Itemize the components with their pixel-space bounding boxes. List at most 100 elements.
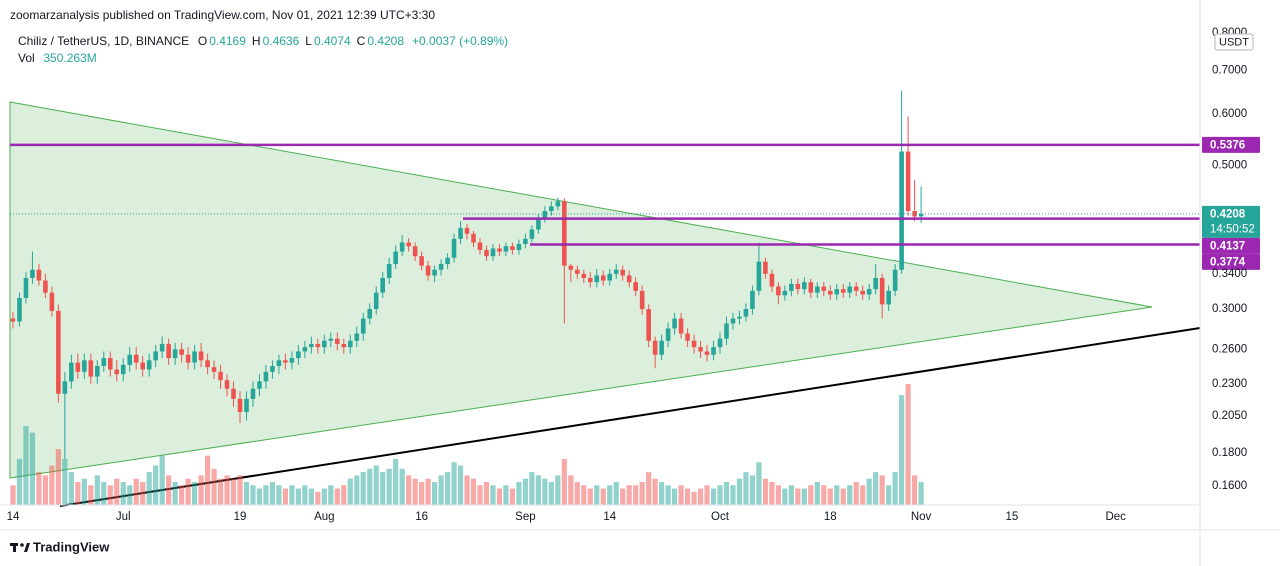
candle-body: [626, 275, 632, 283]
candle-body: [730, 318, 736, 324]
volume-bar: [120, 481, 126, 505]
candle-body: [322, 340, 327, 348]
candle-body: [698, 347, 703, 352]
volume-bar: [10, 485, 16, 505]
candle-body: [484, 250, 489, 257]
candle-body: [594, 275, 600, 283]
candle-body: [743, 309, 749, 317]
currency-box: [1214, 33, 1254, 51]
x-tick-label: Nov: [911, 511, 932, 523]
triangle-pattern: [9, 101, 1153, 479]
candle-body: [899, 151, 904, 270]
ohlc: O 0.4169 H 0.4636 L 0.4074 C 0.4208: [198, 34, 410, 48]
volume-bar: [873, 472, 879, 505]
candle-body: [198, 351, 204, 361]
candle-body: [270, 366, 275, 372]
candle-body: [153, 351, 158, 361]
candle-body: [600, 275, 606, 281]
x-tick-label: 16: [415, 511, 428, 523]
volume-bar: [775, 485, 781, 505]
volume-bar: [451, 462, 457, 505]
candle-body: [360, 318, 366, 334]
candle-body: [315, 343, 321, 348]
volume-bar: [684, 488, 691, 505]
candle-body: [516, 244, 522, 251]
volume-bar: [302, 485, 308, 505]
volume-bar: [230, 478, 237, 505]
volume-bar: [911, 475, 918, 505]
candle-body: [82, 360, 87, 372]
candle-body: [802, 282, 807, 290]
y-tick-label: 0.2050: [1212, 410, 1247, 422]
candle-body: [380, 277, 386, 293]
candle-body: [607, 273, 613, 281]
candle-body: [43, 280, 48, 293]
ohlc-key: L: [305, 34, 312, 48]
candle-body: [120, 364, 126, 375]
candle-body: [827, 290, 833, 295]
volume-bar: [918, 481, 924, 505]
volume-bar: [814, 481, 820, 505]
volume-bar: [646, 472, 652, 505]
volume-bar: [55, 449, 61, 505]
volume-bar: [36, 472, 42, 505]
volume-bar: [367, 468, 373, 505]
candle-body: [704, 351, 710, 355]
candle-body: [347, 340, 353, 348]
candle-body: [840, 289, 846, 293]
candle-body: [685, 333, 690, 341]
candle-body: [717, 338, 723, 348]
volume-bar: [808, 485, 814, 505]
candle-body: [302, 347, 308, 352]
level-label: 0.3774: [1210, 256, 1246, 268]
volume-bar: [237, 475, 243, 505]
candle-body: [574, 269, 580, 274]
volume-bar: [282, 488, 289, 505]
volume-bar: [659, 481, 665, 505]
volume-bar: [639, 481, 645, 505]
candle-body: [497, 248, 502, 252]
candle-body: [425, 265, 431, 276]
volume-bar: [386, 468, 392, 505]
candle-body: [523, 238, 528, 245]
candle-body: [10, 318, 16, 322]
candle-body: [367, 309, 373, 319]
symbol: Chiliz / TetherUS, 1D, BINANCE: [18, 34, 190, 48]
candle-body: [814, 286, 820, 293]
volume-bar: [354, 475, 360, 505]
volume-bar: [419, 481, 425, 505]
candle-body: [341, 343, 347, 348]
volume-bar: [730, 485, 736, 505]
ohlc-value: 0.4169: [209, 34, 246, 48]
candle-body: [581, 273, 587, 278]
candle-body: [879, 277, 885, 305]
volume-bar: [75, 481, 81, 505]
volume-bar: [217, 478, 224, 505]
candle-body: [886, 290, 891, 305]
brand: TradingView: [33, 539, 110, 554]
volume-bar: [535, 475, 541, 505]
volume-bar: [101, 481, 107, 505]
volume-bar: [42, 475, 49, 505]
volume-bar: [295, 488, 301, 505]
candle-body: [782, 290, 788, 296]
volume-bar: [516, 481, 522, 505]
volume-bar: [172, 481, 178, 505]
volume-bar: [594, 485, 600, 505]
candle-body: [562, 201, 567, 266]
change: +0.0037 (+0.89%): [412, 34, 509, 48]
volume-bar: [23, 426, 29, 505]
volume-bar: [140, 481, 146, 505]
volume-bar: [788, 485, 794, 505]
volume-bar: [827, 488, 833, 505]
volume-bar: [795, 488, 801, 505]
volume-bar: [600, 488, 606, 505]
published: zoomarzanalysis published on TradingView…: [10, 8, 436, 22]
volume-bar: [762, 478, 769, 505]
candle-layer: [10, 90, 924, 460]
candle-body: [808, 282, 814, 293]
volume-bar: [347, 478, 353, 505]
candle-body: [373, 292, 379, 310]
volume-bar: [697, 488, 704, 505]
candle-body: [107, 358, 113, 370]
